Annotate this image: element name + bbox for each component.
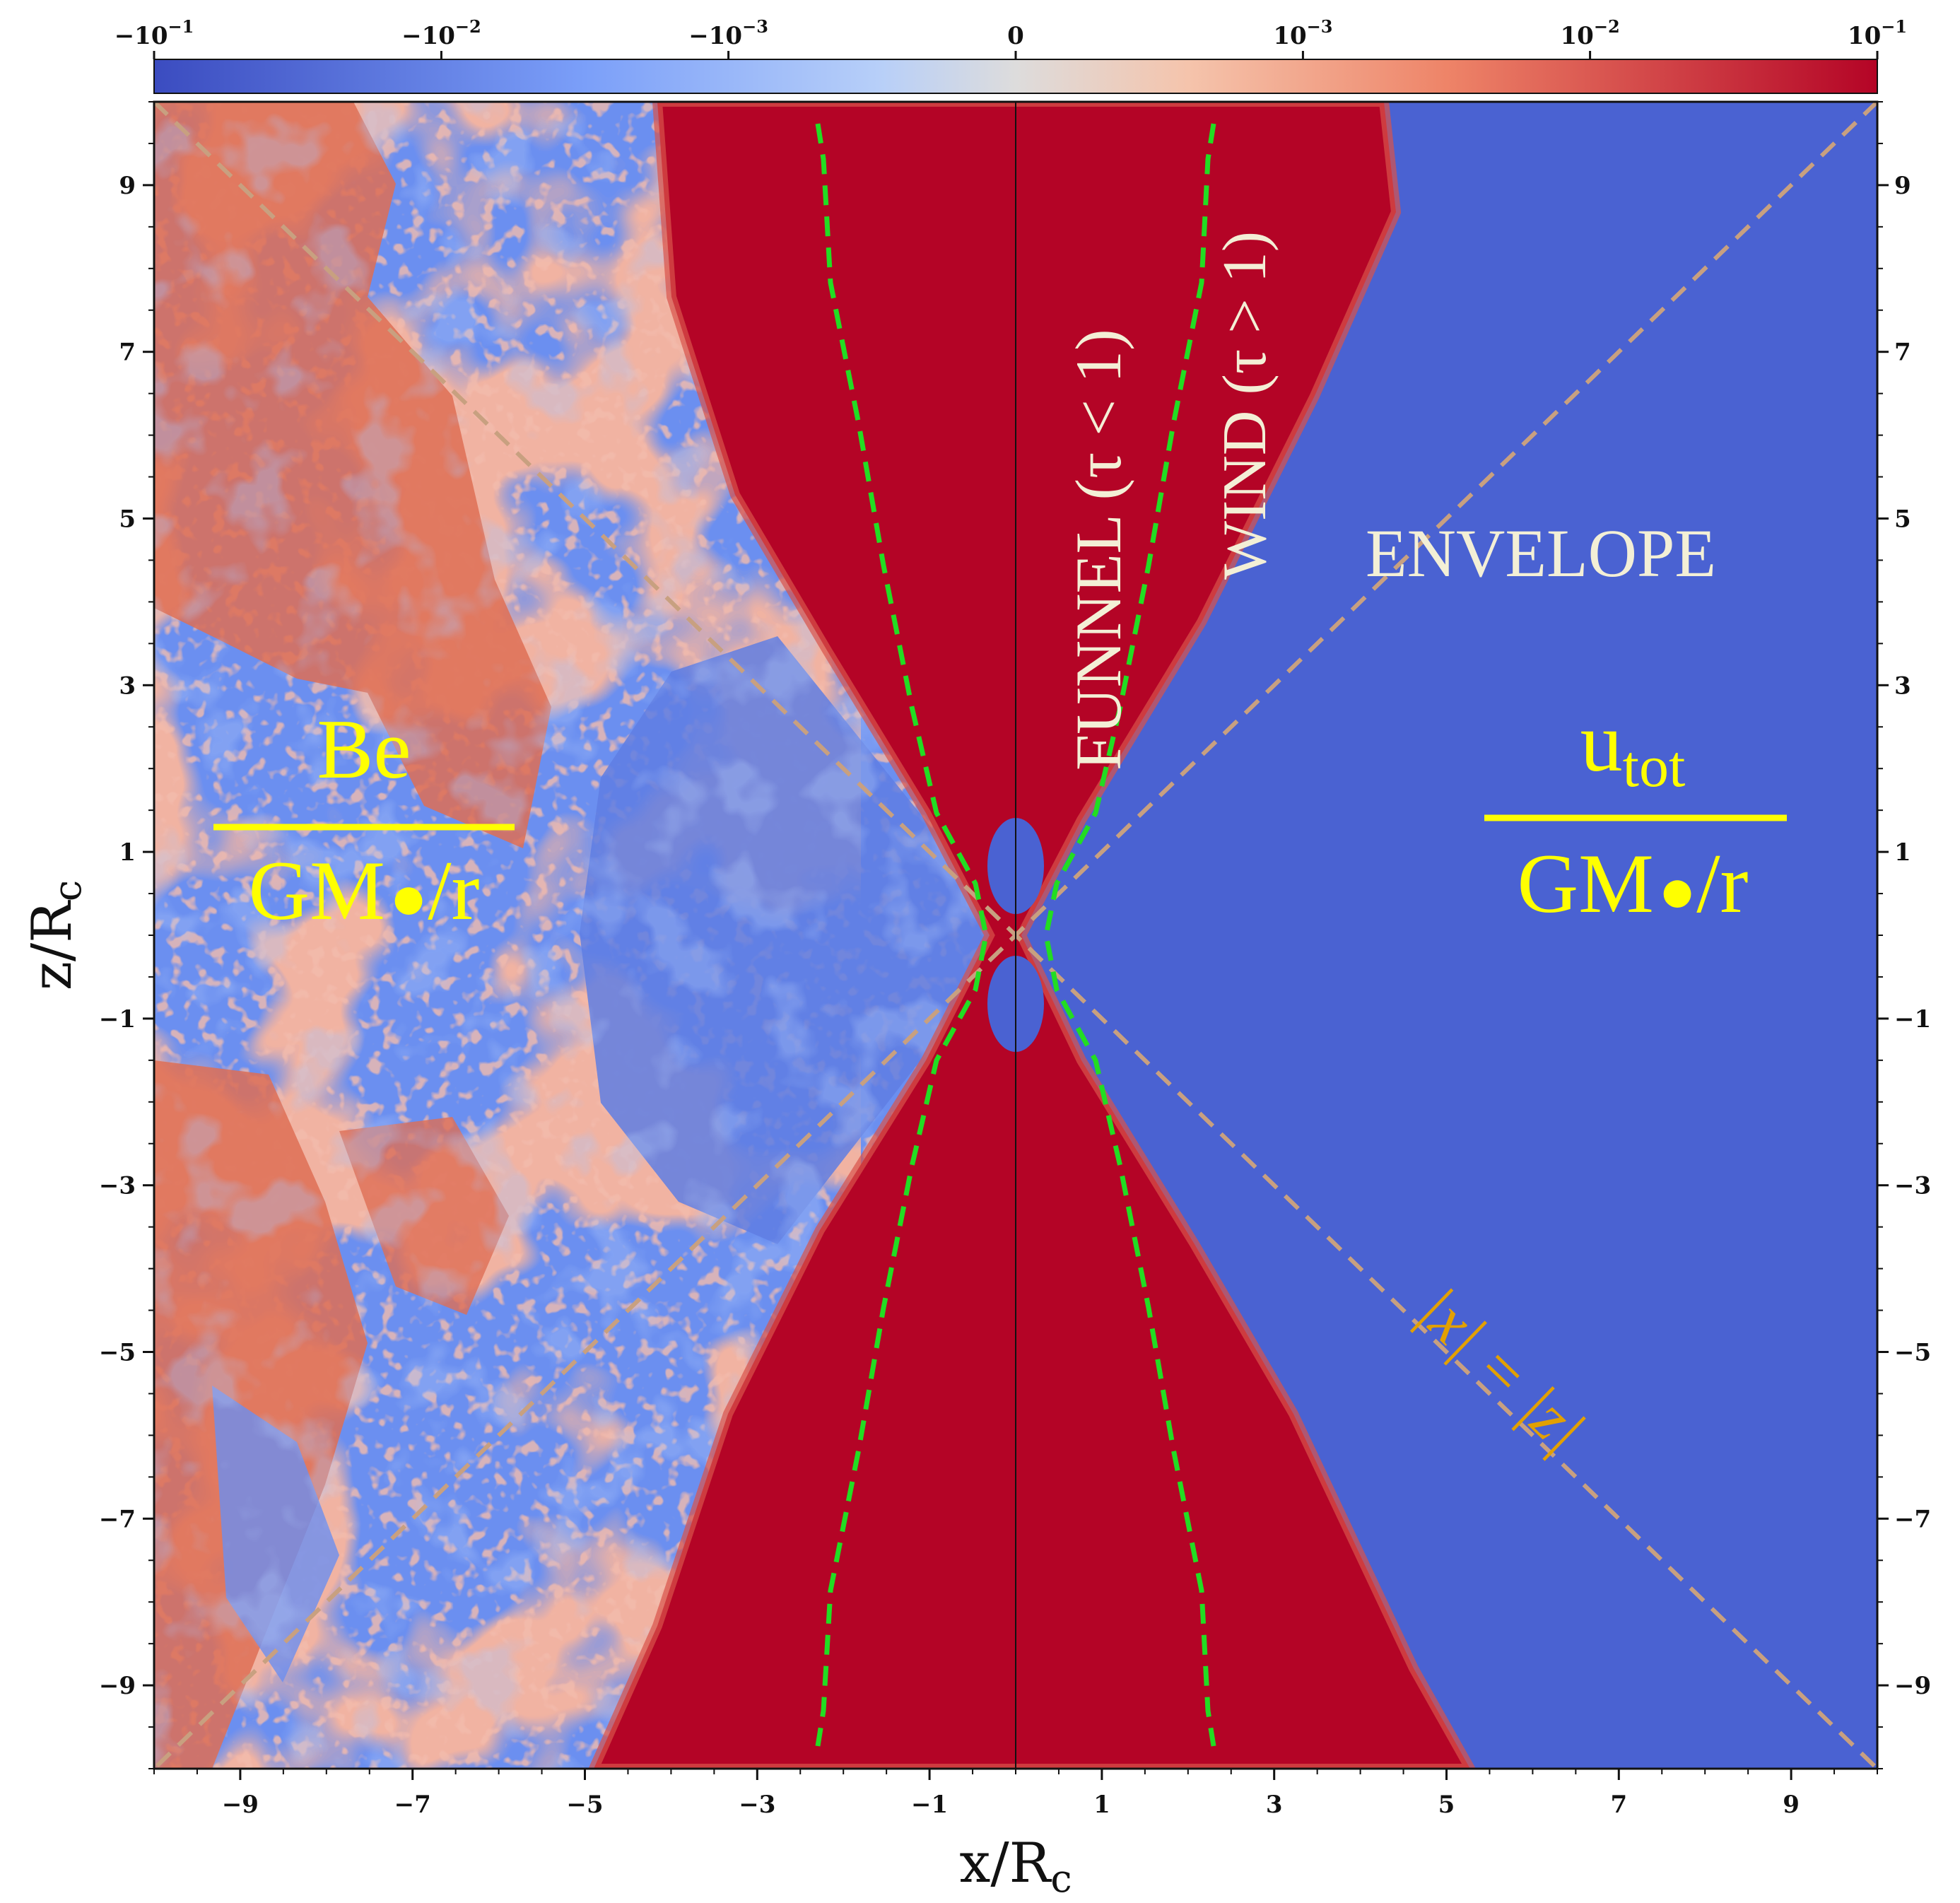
funnel-boundary-right	[1043, 123, 1216, 1747]
y-tick-label-right: 3	[1894, 672, 1911, 700]
x-tick-label: −3	[739, 1791, 775, 1819]
right-ratio-denominator: GM●/r	[1517, 836, 1748, 930]
colorbar-tick-label: 10−3	[1273, 16, 1332, 50]
y-axis-title: z/Rc	[20, 880, 90, 990]
y-tick-label-left: 9	[119, 172, 136, 200]
y-tick-label-right: −9	[1894, 1672, 1931, 1700]
y-tick-label-right: −3	[1894, 1172, 1931, 1200]
y-tick-label-left: 3	[119, 672, 136, 700]
y-tick-label-left: 7	[119, 339, 136, 367]
y-tick-label-right: −5	[1894, 1339, 1931, 1367]
colorbar: −10−1 −10−2 −10−3 0 10−3 10−2 10−1	[115, 16, 1907, 94]
colorbar-tick-label: 10−2	[1561, 16, 1620, 50]
y-tick-label-left: −7	[99, 1505, 136, 1533]
y-tick-label-left: 5	[119, 505, 136, 534]
funnel-boundary-left	[815, 123, 989, 1747]
envelope-region	[1021, 102, 1877, 1769]
y-tick-label-right: 7	[1894, 339, 1911, 367]
y-tick-label-left: −1	[99, 1005, 136, 1034]
x-tick-label: 5	[1438, 1791, 1455, 1819]
y-tick-label-left: −5	[99, 1339, 136, 1367]
colorbar-tick-label: −10−2	[401, 16, 481, 50]
plot-area	[154, 102, 1877, 1769]
y-tick-label-right: 5	[1894, 505, 1911, 534]
x-tick-label: 1	[1093, 1791, 1110, 1819]
colorbar-tick-label: −10−3	[688, 16, 768, 50]
funnel-label: FUNNEL (τ < 1)	[1062, 329, 1134, 771]
right-ratio-numerator: utot	[1580, 695, 1686, 800]
y-tick-label-right: 9	[1894, 172, 1911, 200]
x-axis-ticks: −9 −7 −5 −3 −1 1 3 5 7 9	[153, 1769, 1878, 1819]
x-tick-label: 9	[1783, 1791, 1800, 1819]
x-tick-label: −7	[394, 1791, 431, 1819]
x-tick-label: 7	[1610, 1791, 1627, 1819]
colorbar-tick-label: −10−1	[115, 16, 194, 50]
x-tick-label: −1	[911, 1791, 948, 1819]
y-tick-label-right: −1	[1894, 1005, 1931, 1034]
y-tick-label-left: −9	[99, 1672, 136, 1700]
colorbar-ticks: −10−1 −10−2 −10−3 0 10−3 10−2 10−1	[115, 16, 1907, 59]
colorbar-tick-label: 10−1	[1848, 16, 1907, 50]
x-tick-label: −9	[222, 1791, 259, 1819]
colorbar-tick-label: 0	[1007, 22, 1024, 50]
y-tick-label-left: 1	[119, 838, 136, 867]
envelope-label: ENVELOPE	[1366, 515, 1716, 591]
y-tick-label-right: 1	[1894, 838, 1911, 867]
left-ratio-denominator: GM●/r	[248, 843, 479, 937]
colorbar-gradient	[153, 59, 1878, 94]
y-tick-label-left: −3	[99, 1172, 136, 1200]
x-tick-label: 3	[1266, 1791, 1283, 1819]
x-tick-label: −5	[566, 1791, 603, 1819]
y-axis-ticks: 9 9 7 7 5 5 3 3 1 1 −1 −1 −3 −3 −5 −5 −7 −7 −9 −9	[99, 101, 1931, 1769]
left-ratio-numerator: Be	[317, 702, 411, 796]
y-tick-label-right: −7	[1894, 1505, 1931, 1533]
x-axis-title: x/Rc	[959, 1832, 1072, 1901]
wind-label: WIND (τ > 1)	[1211, 231, 1279, 580]
